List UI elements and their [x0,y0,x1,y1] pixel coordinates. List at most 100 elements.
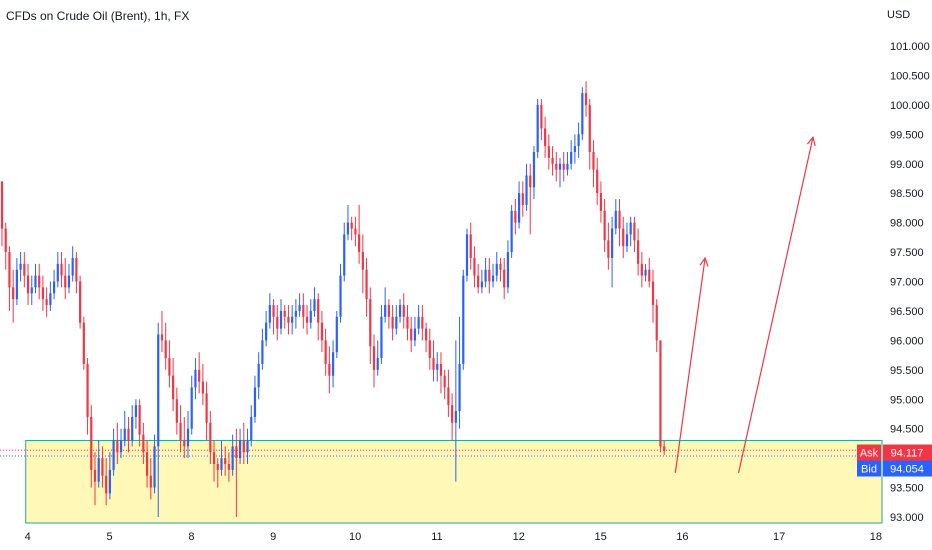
candle [391,305,394,341]
y-tick-label: 98.000 [890,218,924,230]
candle-body [596,169,599,194]
candle-body [276,316,279,329]
x-tick-label: 5 [106,531,112,543]
candle-body [79,281,82,323]
candle [354,216,357,247]
candle-body [465,234,469,276]
candle-body [551,157,554,164]
x-tick-label: 10 [349,531,361,543]
candle-body [406,316,409,329]
candle-body [324,340,327,364]
candle-body [253,387,257,417]
candle-body [45,299,48,306]
candle [633,216,636,253]
bid-tag [857,460,881,477]
candle-body [328,363,331,376]
candle-body [517,193,521,223]
candle [462,269,465,370]
candle [123,411,126,447]
candle-body [361,252,364,270]
candle [45,287,48,317]
candle [283,305,286,329]
candle-body [64,275,67,288]
candle-body [15,269,18,300]
candle-body [659,340,662,447]
candle-body [562,163,565,170]
candle-body [201,381,204,394]
candle-body [265,322,268,341]
candle-body [23,263,26,276]
candle [610,216,614,288]
candle [41,275,45,311]
candle [465,228,469,282]
x-tick-label: 16 [676,531,688,543]
candle-body [101,458,104,476]
candle-body [283,310,286,317]
candle [525,163,528,211]
candle-body [369,299,372,347]
candle-body [60,263,63,276]
candle [309,299,312,329]
candle-body [119,440,123,453]
candle [320,310,324,353]
candle-body [544,128,547,147]
y-tick-label: 99.500 [890,129,924,141]
candle-body [532,151,536,188]
candle [324,328,327,376]
candle-body [186,428,190,447]
candle-body [473,257,476,276]
candle-body [127,428,130,441]
candle-body [387,305,390,317]
candle [172,358,175,412]
x-tick-label: 9 [270,531,276,543]
candle [510,204,513,258]
candle-body [521,193,524,205]
candle-body [477,275,480,288]
candle [566,151,569,176]
candle [358,204,361,264]
candle [488,257,491,294]
candle [443,369,446,400]
candle [194,358,197,400]
candle [15,257,18,306]
candle-body [212,452,216,465]
candle [328,346,331,394]
candle-body [424,328,428,341]
candle [547,134,550,170]
candle [529,163,532,235]
candle [67,263,71,294]
bid-value-tag [883,460,932,477]
candle [495,252,498,282]
candle [428,328,431,370]
candle-body [462,275,465,364]
candle [79,275,82,329]
candle [573,134,576,164]
candle-body [19,263,22,270]
candle-body [320,322,324,341]
candle [157,322,160,517]
candle [8,246,11,311]
y-tick-label: 93.500 [890,483,924,495]
candle [198,352,201,394]
candle-body [335,316,338,353]
candle [655,299,658,353]
candle [153,434,156,494]
candle [603,199,606,253]
candle-body [49,293,52,306]
y-tick-label: 95.000 [890,394,924,406]
candle-body [421,316,424,329]
candle [514,199,517,235]
candle-body [90,416,93,470]
candle-body [0,181,4,229]
candle-body [599,193,603,211]
candle [138,399,141,447]
candle-body [216,464,219,470]
candle [34,263,37,294]
candle [558,157,562,188]
candle-body [566,163,569,170]
x-tick-label: 17 [773,531,785,543]
candle [424,322,428,353]
candle [108,452,111,500]
